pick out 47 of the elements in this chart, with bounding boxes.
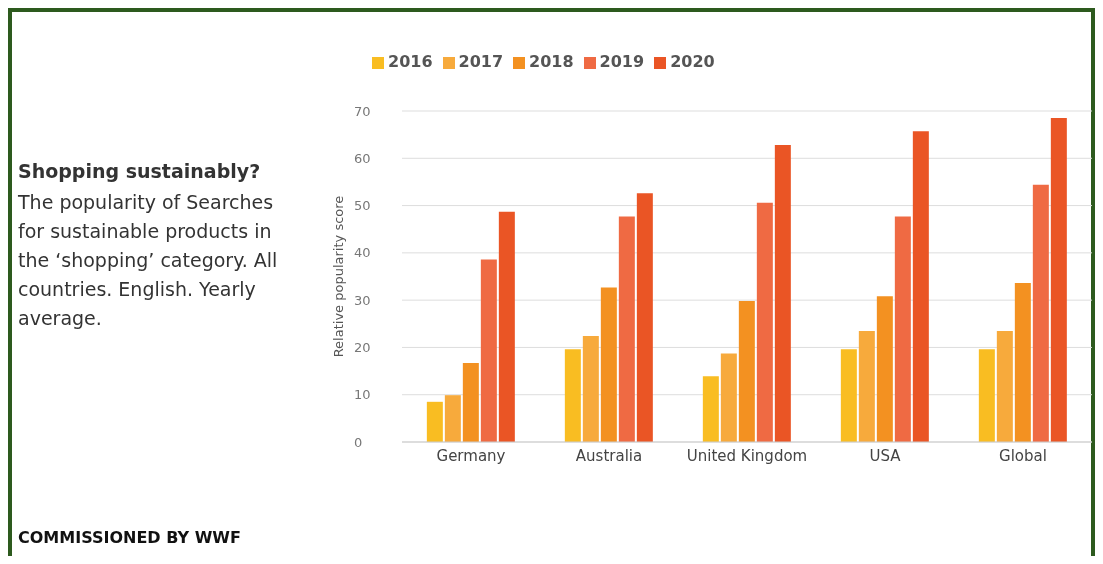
- bar: [738, 301, 755, 442]
- bar: [996, 330, 1013, 442]
- legend-label: 2020: [670, 52, 715, 71]
- y-tick-label: 50: [354, 198, 371, 214]
- x-tick-label: Australia: [575, 446, 643, 465]
- y-tick-label: 10: [354, 387, 371, 403]
- bar: [1032, 184, 1049, 442]
- legend-label: 2017: [458, 52, 504, 71]
- bar: [912, 131, 929, 442]
- x-tick-label: United Kingdom: [686, 446, 808, 465]
- bar: [858, 330, 875, 442]
- bar: [702, 376, 719, 442]
- bar: [462, 363, 479, 442]
- bar: [582, 336, 599, 442]
- legend-label: 2019: [599, 52, 645, 71]
- y-tick-label: 30: [354, 292, 371, 308]
- text: The popularity of Searches for sustainable products in the ‘shopping’ category. All countries. English. Yearly average.: [18, 190, 279, 331]
- bar: [756, 202, 773, 442]
- y-tick-label: 0: [354, 434, 363, 450]
- y-axis-title: Relative popularity score: [330, 195, 346, 358]
- bar: [840, 349, 857, 442]
- text: COMMISSIONED BY WWF: [18, 528, 241, 547]
- x-tick-label: Germany: [436, 446, 506, 465]
- bar: [1014, 283, 1031, 442]
- y-tick-label: 60: [354, 150, 371, 166]
- bar: [600, 287, 617, 442]
- legend-label: 2016: [388, 52, 433, 71]
- bar: [426, 401, 443, 442]
- bar: [444, 395, 461, 442]
- bar: [618, 216, 635, 442]
- bar: [774, 145, 791, 442]
- bar: [978, 349, 995, 442]
- bar: [876, 296, 893, 442]
- bar: [498, 211, 515, 442]
- bar: [564, 349, 581, 442]
- y-tick-label: 70: [354, 103, 371, 119]
- bar: [720, 353, 737, 442]
- x-tick-label: Global: [999, 446, 1047, 465]
- bar: [480, 259, 497, 442]
- bar: [894, 216, 911, 442]
- y-tick-label: 20: [354, 340, 371, 356]
- bar: [1050, 118, 1067, 442]
- legend-label: 2018: [529, 52, 574, 71]
- x-tick-label: USA: [869, 446, 902, 465]
- y-tick-label: 40: [354, 245, 371, 261]
- bar: [636, 193, 653, 442]
- text: Shopping sustainably?: [18, 160, 262, 182]
